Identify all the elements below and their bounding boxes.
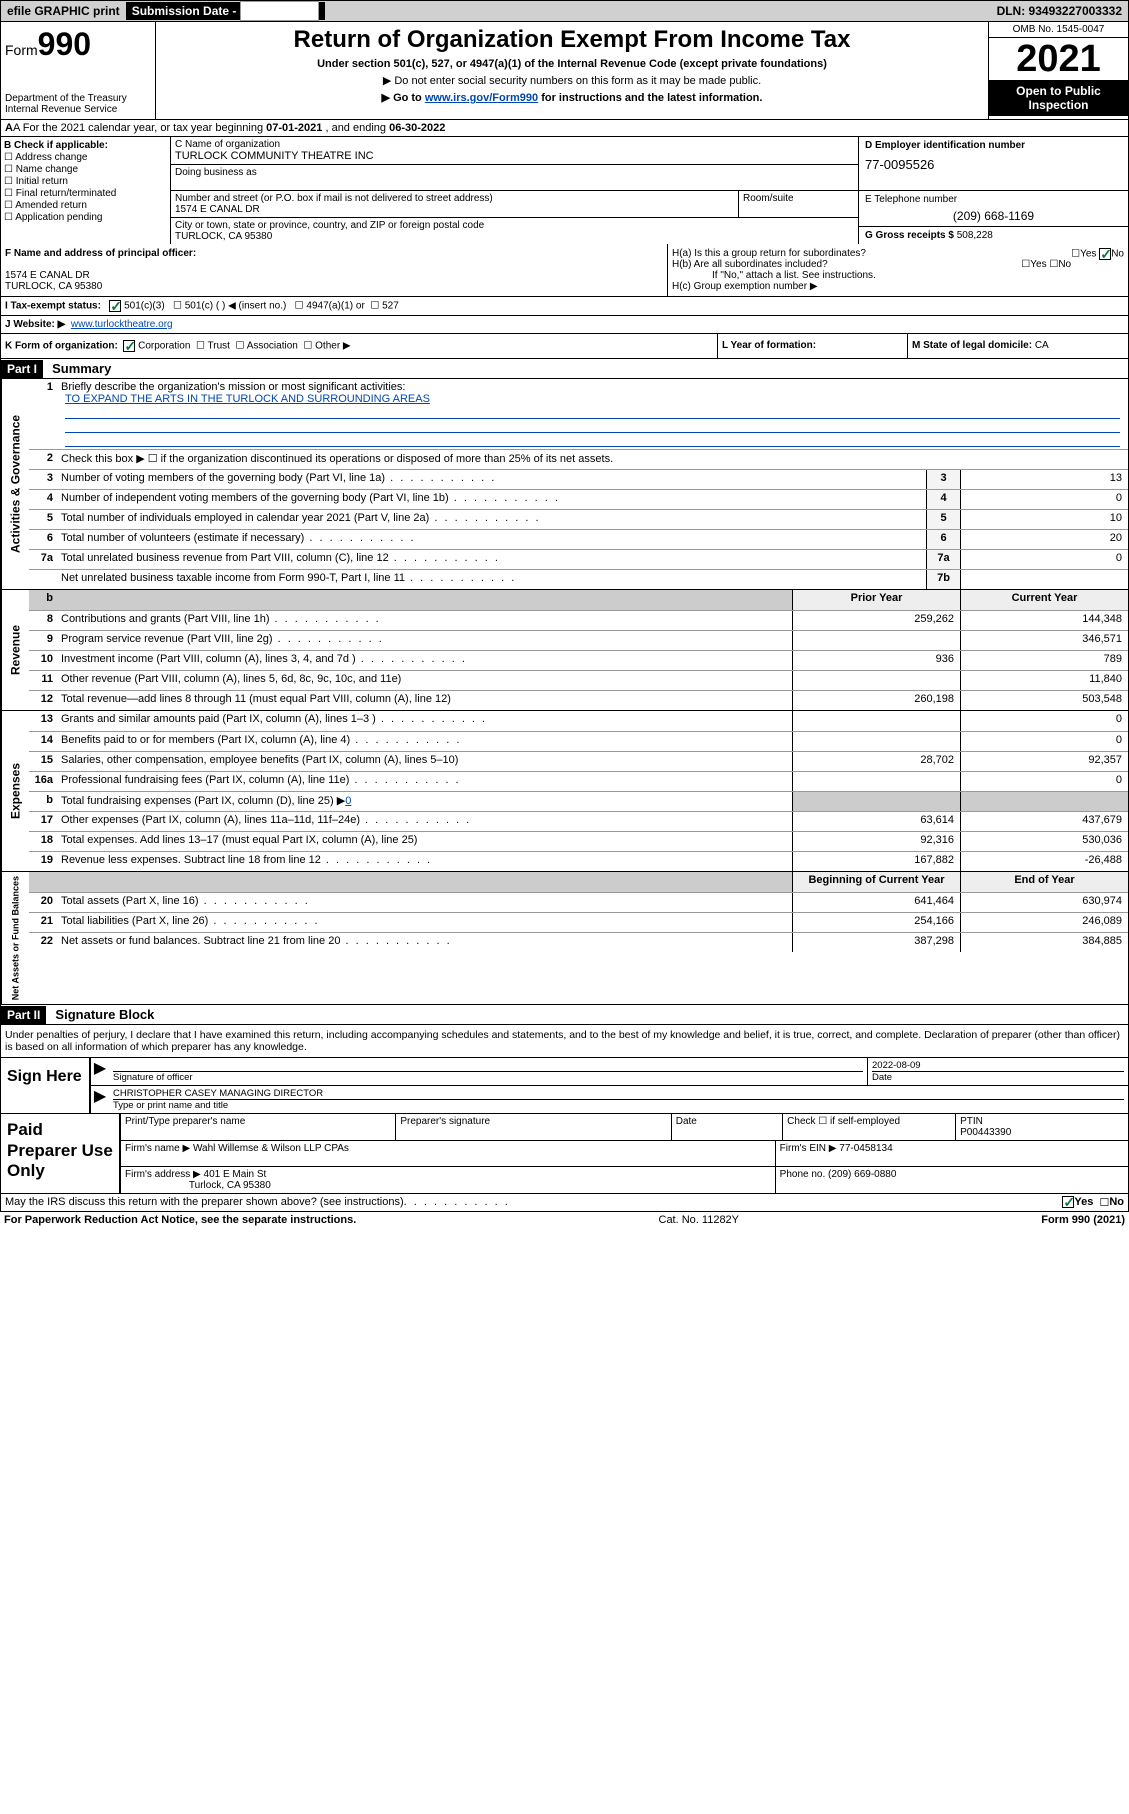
org-name-label: C Name of organization — [175, 139, 280, 150]
page-footer: For Paperwork Reduction Act Notice, see … — [0, 1212, 1129, 1228]
side-netassets: Net Assets or Fund Balances — [1, 872, 29, 1004]
box-m: M State of legal domicile: CA — [908, 334, 1128, 358]
box-f: F Name and address of principal officer:… — [1, 244, 668, 296]
chk-application-pending[interactable]: ☐ Application pending — [4, 212, 167, 223]
box-h: H(a) Is this a group return for subordin… — [668, 244, 1128, 296]
tax-year-row: AA For the 2021 calendar year, or tax ye… — [0, 120, 1129, 137]
chk-501c3[interactable] — [109, 300, 121, 312]
chk-name-change[interactable]: ☐ Name change — [4, 164, 167, 175]
sign-here-table: Sign Here ▶ Signature of officer 2022-08… — [0, 1058, 1129, 1114]
dept-label: Department of the Treasury — [5, 93, 151, 104]
footer-mid: Cat. No. 11282Y — [356, 1214, 1041, 1226]
officer-name: CHRISTOPHER CASEY MANAGING DIRECTOR — [113, 1088, 323, 1099]
form-number: Form990 — [5, 26, 151, 63]
discuss-row: May the IRS discuss this return with the… — [0, 1194, 1129, 1212]
row-j: J Website: ▶ www.turlocktheatre.org — [0, 316, 1129, 334]
form-header: Form990 Department of the Treasury Inter… — [0, 22, 1129, 120]
firm-name: Wahl Willemse & Wilson LLP CPAs — [193, 1143, 349, 1154]
box-l: L Year of formation: — [718, 334, 908, 358]
summary-revenue: Revenue bPrior YearCurrent Year 8Contrib… — [0, 590, 1129, 711]
box-deg: D Employer identification number 77-0095… — [858, 137, 1128, 244]
row-i: I Tax-exempt status: 501(c)(3) ☐ 501(c) … — [0, 297, 1129, 316]
ptin-value: P00443390 — [960, 1127, 1011, 1138]
sign-here-label: Sign Here — [1, 1058, 91, 1113]
form-note1: ▶ Do not enter social security numbers o… — [164, 74, 980, 87]
efile-label[interactable]: efile GRAPHIC print — [1, 4, 126, 18]
chk-address-change[interactable]: ☐ Address change — [4, 152, 167, 163]
signature-declaration: Under penalties of perjury, I declare th… — [0, 1025, 1129, 1058]
footer-right: Form 990 (2021) — [1041, 1214, 1125, 1226]
row-klm: K Form of organization: Corporation ☐ Tr… — [0, 334, 1129, 359]
fundraising-link[interactable]: 0 — [345, 795, 351, 807]
footer-left: For Paperwork Reduction Act Notice, see … — [4, 1214, 356, 1226]
discuss-yes-check[interactable] — [1062, 1196, 1074, 1208]
header-mid: Return of Organization Exempt From Incom… — [156, 22, 988, 119]
street-label: Number and street (or P.O. box if mail i… — [175, 193, 493, 204]
chk-final-return[interactable]: ☐ Final return/terminated — [4, 188, 167, 199]
instructions-link[interactable]: www.irs.gov/Form990 — [425, 92, 538, 104]
open-inspection: Open to Public Inspection — [989, 80, 1128, 116]
phone-label: E Telephone number — [865, 194, 957, 205]
firm-addr1: 401 E Main St — [204, 1169, 267, 1180]
ein-label: D Employer identification number — [865, 140, 1025, 151]
ha-no-check — [1099, 248, 1111, 260]
dln-label: DLN: 93493227003332 — [991, 4, 1128, 18]
preparer-phone: (209) 669-0880 — [828, 1169, 896, 1180]
part2-header: Part II Signature Block — [0, 1005, 1129, 1025]
summary-governance: Activities & Governance 1 Briefly descri… — [0, 379, 1129, 590]
side-revenue: Revenue — [1, 590, 29, 710]
submission-label: Submission Date - 2022-08-15 — [126, 2, 325, 20]
side-governance: Activities & Governance — [1, 379, 29, 589]
box-b: B Check if applicable: ☐ Address change … — [1, 137, 171, 244]
submission-date: 2022-08-15 — [240, 1, 319, 21]
mission-text: TO EXPAND THE ARTS IN THE TURLOCK AND SU… — [61, 393, 434, 405]
firm-ein: 77-0458134 — [839, 1143, 892, 1154]
org-name: TURLOCK COMMUNITY THEATRE INC — [175, 150, 374, 162]
row-fh: F Name and address of principal officer:… — [0, 244, 1129, 297]
omb-number: OMB No. 1545-0047 — [989, 22, 1128, 38]
website-link[interactable]: www.turlocktheatre.org — [71, 319, 173, 330]
box-k: K Form of organization: Corporation ☐ Tr… — [1, 334, 718, 358]
street-value: 1574 E CANAL DR — [175, 204, 260, 215]
chk-initial-return[interactable]: ☐ Initial return — [4, 176, 167, 187]
gross-label: G Gross receipts $ — [865, 230, 954, 241]
top-bar: efile GRAPHIC print Submission Date - 20… — [0, 0, 1129, 22]
gross-value: 508,228 — [957, 230, 993, 241]
tax-year: 2021 — [989, 38, 1128, 80]
summary-expenses: Expenses 13Grants and similar amounts pa… — [0, 711, 1129, 872]
side-expenses: Expenses — [1, 711, 29, 871]
dba-label: Doing business as — [175, 167, 257, 178]
room-label: Room/suite — [738, 191, 858, 217]
chk-amended-return[interactable]: ☐ Amended return — [4, 200, 167, 211]
ein-value: 77-0095526 — [865, 157, 1122, 172]
paid-preparer-table: Paid Preparer Use Only Print/Type prepar… — [0, 1114, 1129, 1194]
form-title: Return of Organization Exempt From Incom… — [164, 26, 980, 54]
irs-label: Internal Revenue Service — [5, 104, 151, 115]
entity-grid: B Check if applicable: ☐ Address change … — [0, 137, 1129, 244]
summary-netassets: Net Assets or Fund Balances Beginning of… — [0, 872, 1129, 1005]
box-c: C Name of organization TURLOCK COMMUNITY… — [171, 137, 858, 244]
chk-corporation[interactable] — [123, 340, 135, 352]
form-subtitle: Under section 501(c), 527, or 4947(a)(1)… — [164, 58, 980, 70]
city-value: TURLOCK, CA 95380 — [175, 231, 272, 242]
header-right: OMB No. 1545-0047 2021 Open to Public In… — [988, 22, 1128, 119]
header-left: Form990 Department of the Treasury Inter… — [1, 22, 156, 119]
form-note2: ▶ Go to www.irs.gov/Form990 for instruct… — [164, 91, 980, 104]
city-label: City or town, state or province, country… — [175, 220, 484, 231]
phone-value: (209) 668-1169 — [865, 209, 1122, 223]
paid-preparer-label: Paid Preparer Use Only — [1, 1114, 121, 1193]
part1-header: Part I Summary — [0, 359, 1129, 379]
